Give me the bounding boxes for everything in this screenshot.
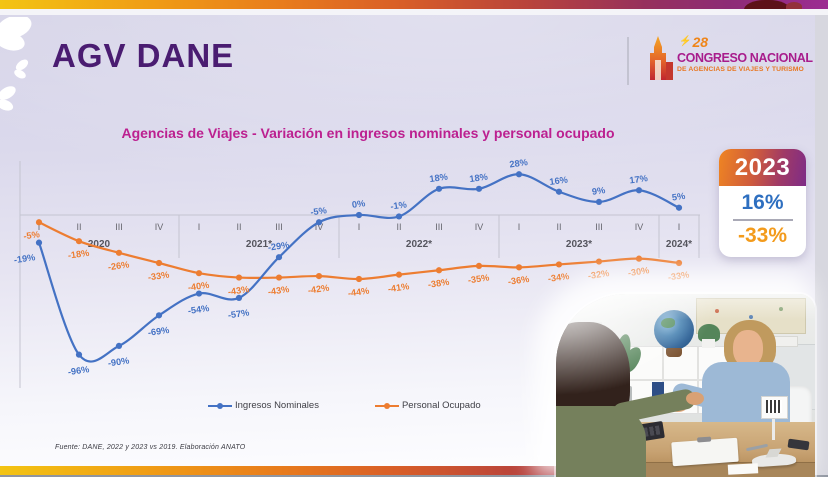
- svg-text:-34%: -34%: [547, 271, 570, 284]
- photo-globe-base: [666, 348, 682, 357]
- svg-text:28%: 28%: [509, 157, 529, 169]
- svg-text:-33%: -33%: [147, 270, 170, 283]
- logo-text: ⚡ 28 CONGRESO NACIONAL DE AGENCIAS DE VI…: [677, 34, 813, 73]
- svg-text:-33%: -33%: [667, 270, 690, 283]
- svg-text:I: I: [358, 222, 361, 232]
- svg-text:18%: 18%: [469, 172, 489, 184]
- svg-text:18%: 18%: [429, 172, 449, 184]
- svg-text:III: III: [275, 222, 283, 232]
- badge-body: 16% -33%: [719, 186, 806, 257]
- svg-text:-36%: -36%: [507, 274, 530, 287]
- svg-text:-19%: -19%: [13, 252, 36, 265]
- svg-text:-29%: -29%: [267, 240, 290, 253]
- chart-title: Agencias de Viajes - Variación en ingres…: [121, 125, 615, 141]
- photo-small-pot: [702, 339, 715, 348]
- butterfly-icon: [14, 59, 29, 79]
- orange-line-marker-icon: [374, 402, 399, 410]
- svg-text:-5%: -5%: [310, 205, 328, 217]
- svg-text:9%: 9%: [591, 185, 606, 197]
- legend-label: Ingresos Nominales: [235, 400, 319, 411]
- svg-text:-18%: -18%: [67, 248, 90, 261]
- svg-text:-90%: -90%: [107, 355, 130, 368]
- svg-text:IV: IV: [315, 222, 324, 232]
- svg-text:-41%: -41%: [387, 281, 410, 294]
- svg-text:-40%: -40%: [187, 280, 210, 293]
- svg-text:-35%: -35%: [467, 272, 490, 285]
- svg-text:II: II: [556, 222, 561, 232]
- lightning-icon: ⚡: [679, 36, 692, 47]
- legend-label: Personal Ocupado: [401, 400, 481, 411]
- svg-text:I: I: [518, 222, 521, 232]
- logo-divider: [627, 37, 629, 85]
- svg-text:I: I: [198, 222, 201, 232]
- chart-legend: Ingresos Nominales Personal Ocupado: [208, 400, 481, 411]
- summary-badge: 2023 16% -33%: [719, 149, 806, 257]
- page-title: AGV DANE: [52, 37, 235, 74]
- svg-text:-42%: -42%: [307, 283, 330, 296]
- photo-globe: [654, 310, 694, 350]
- svg-text:II: II: [396, 222, 401, 232]
- legend-item-personal: Personal Ocupado: [374, 400, 481, 411]
- photo-notepad: [727, 463, 759, 475]
- svg-text:-32%: -32%: [587, 268, 610, 281]
- svg-text:-43%: -43%: [227, 284, 250, 297]
- legend-item-ingresos: Ingresos Nominales: [208, 400, 319, 411]
- svg-text:-5%: -5%: [23, 229, 41, 241]
- svg-text:-1%: -1%: [390, 199, 408, 211]
- badge-ingresos-value: 16%: [741, 191, 784, 214]
- photo-clipboard: [671, 437, 739, 467]
- svg-text:-43%: -43%: [267, 284, 290, 297]
- butterfly-icon: [0, 86, 16, 111]
- butterfly-icon: [0, 17, 32, 51]
- svg-text:IV: IV: [155, 222, 164, 232]
- monument-icon: [650, 36, 673, 80]
- svg-text:-44%: -44%: [347, 286, 370, 299]
- photo-qr-card: [761, 396, 788, 419]
- badge-year: 2023: [719, 149, 806, 186]
- photo-client-hand: [686, 392, 704, 405]
- svg-text:II: II: [76, 222, 81, 232]
- svg-text:-96%: -96%: [67, 364, 90, 377]
- svg-text:16%: 16%: [549, 175, 569, 187]
- svg-text:IV: IV: [475, 222, 484, 232]
- svg-text:2021*: 2021*: [246, 239, 272, 250]
- bottom-gradient-bar: [0, 466, 815, 475]
- svg-text:2023*: 2023*: [566, 239, 592, 250]
- logo-title: CONGRESO NACIONAL: [677, 51, 813, 65]
- svg-text:I: I: [38, 222, 41, 232]
- source-note: Fuente: DANE, 2022 y 2023 vs 2019. Elabo…: [55, 444, 246, 451]
- svg-text:5%: 5%: [671, 191, 686, 203]
- badge-personal-value: -33%: [737, 224, 788, 247]
- svg-text:-26%: -26%: [107, 259, 130, 272]
- svg-text:2022*: 2022*: [406, 239, 432, 250]
- congress-logo: ⚡ 28 CONGRESO NACIONAL DE AGENCIAS DE VI…: [627, 34, 813, 85]
- svg-text:17%: 17%: [629, 173, 649, 185]
- svg-text:-54%: -54%: [187, 303, 210, 316]
- svg-text:III: III: [115, 222, 123, 232]
- svg-text:I: I: [678, 222, 681, 232]
- bottom-edge-line: [0, 475, 828, 477]
- svg-text:-57%: -57%: [227, 307, 250, 320]
- top-gradient-bar: [0, 0, 828, 12]
- presenter-shoulder-silhouette: [786, 2, 802, 11]
- svg-text:-69%: -69%: [147, 325, 170, 338]
- logo-edition: 28: [692, 34, 709, 50]
- svg-text:III: III: [595, 222, 603, 232]
- top-divider-strip: [0, 9, 828, 15]
- svg-text:IV: IV: [635, 222, 644, 232]
- svg-text:2024*: 2024*: [666, 239, 692, 250]
- line-chart: I II III IV I II III IV I II III IV I II III IV I 2020 202…: [0, 145, 720, 400]
- blue-line-marker-icon: [208, 402, 232, 410]
- badge-divider: [732, 219, 793, 221]
- svg-text:III: III: [435, 222, 443, 232]
- svg-text:-38%: -38%: [427, 277, 450, 290]
- svg-text:II: II: [236, 222, 241, 232]
- svg-text:2020: 2020: [88, 239, 111, 250]
- svg-text:-30%: -30%: [627, 265, 650, 278]
- logo-subtitle: DE AGENCIAS DE VIAJES Y TURISMO: [677, 65, 804, 73]
- video-overlay-photo: [556, 294, 815, 477]
- svg-text:0%: 0%: [351, 198, 366, 210]
